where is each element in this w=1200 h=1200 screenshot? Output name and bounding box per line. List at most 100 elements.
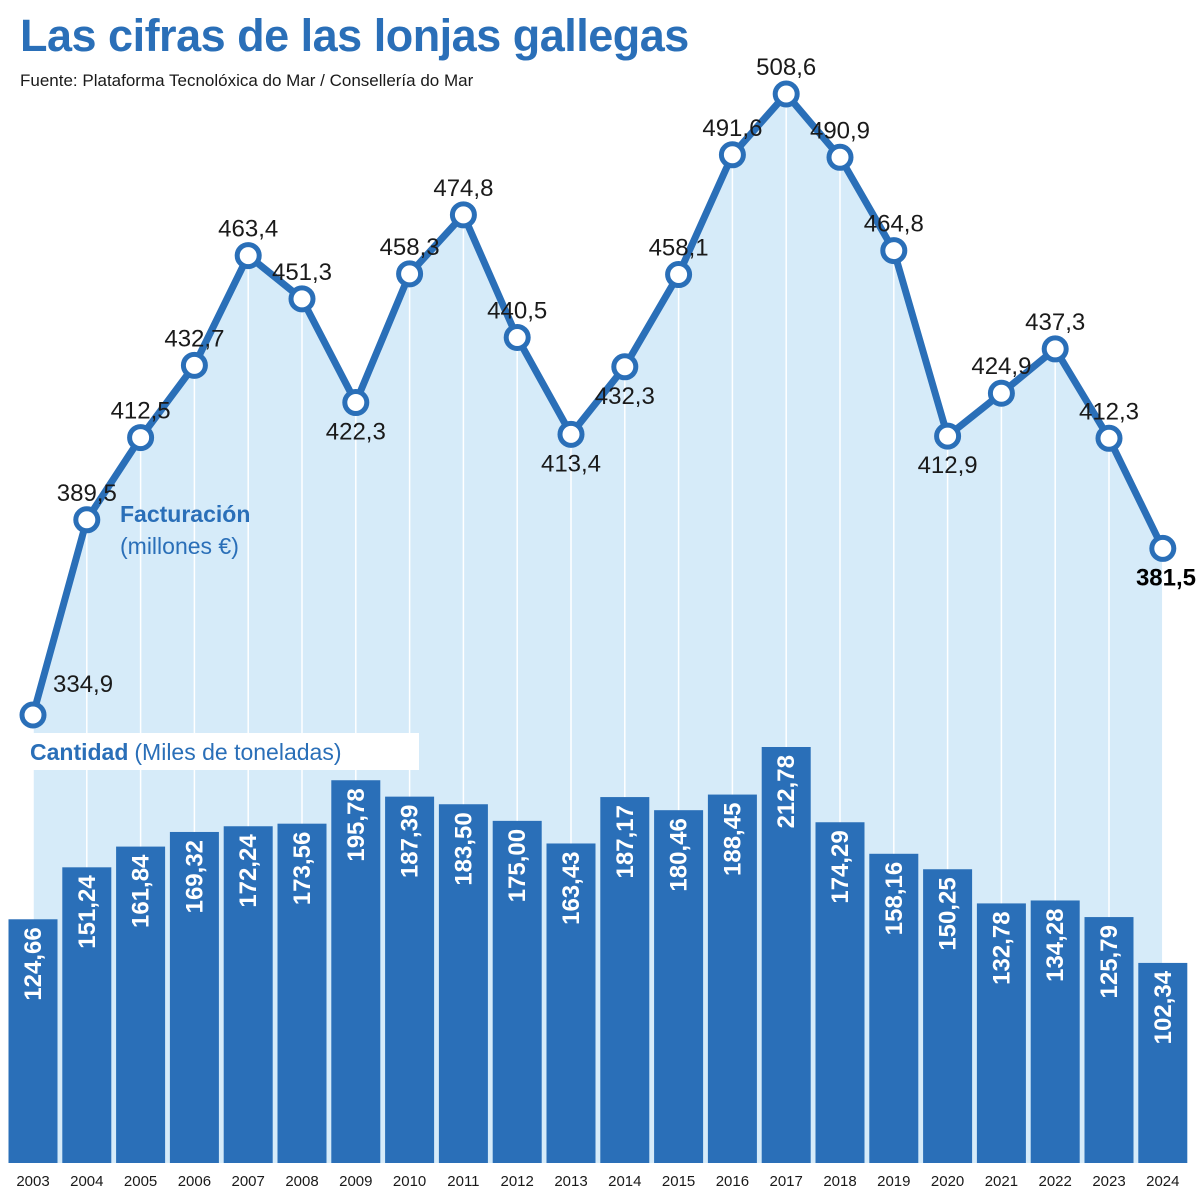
revenue-point — [73, 506, 101, 534]
revenue-point — [718, 141, 746, 169]
x-tick-label: 2023 — [1092, 1173, 1125, 1190]
quantity-bar-value-label: 132,78 — [988, 911, 1015, 984]
revenue-value-label: 508,6 — [756, 54, 816, 81]
quantity-legend-box — [22, 733, 419, 770]
x-tick-label: 2006 — [178, 1173, 211, 1190]
revenue-value-label: 490,9 — [810, 117, 870, 144]
x-axis: 2003 2004 2005 2006 2007 2008 2009 2010 2011 2012… — [16, 1173, 1179, 1190]
quantity-bar-value-label: 212,78 — [773, 755, 800, 828]
x-tick-label: 2010 — [393, 1173, 426, 1190]
revenue-point — [557, 420, 585, 448]
x-tick-label: 2013 — [554, 1173, 587, 1190]
revenue-value-label: 474,8 — [433, 175, 493, 202]
revenue-point — [934, 422, 962, 450]
quantity-bar-value-label: 180,46 — [666, 818, 693, 891]
quantity-bar-value-label: 195,78 — [343, 788, 370, 861]
revenue-value-labels: 334,9 389,5 412,5 432,7 463,4 451,3 422,3 458,3… — [53, 54, 1196, 698]
revenue-point — [503, 323, 531, 351]
revenue-line — [19, 80, 1177, 729]
revenue-series-unit: (millones €) — [120, 533, 239, 559]
revenue-point — [772, 80, 800, 108]
quantity-bar — [923, 869, 973, 1163]
quantity-bar-value-label: 187,39 — [397, 805, 424, 878]
x-tick-label: 2009 — [339, 1173, 372, 1190]
quantity-bar — [277, 823, 327, 1163]
revenue-value-label: 464,8 — [864, 211, 924, 238]
revenue-series-title: Facturación — [120, 501, 250, 527]
quantity-bar-value-label: 134,28 — [1042, 908, 1069, 981]
x-tick-label: 2022 — [1039, 1173, 1072, 1190]
x-tick-label: 2019 — [877, 1173, 910, 1190]
quantity-bar — [223, 826, 273, 1163]
quantity-bar — [815, 822, 865, 1163]
quantity-bar — [546, 843, 596, 1163]
quantity-bar-value-label: 183,50 — [450, 812, 477, 885]
revenue-point — [826, 143, 854, 171]
revenue-value-label: 412,9 — [918, 452, 978, 479]
x-tick-label: 2018 — [823, 1173, 856, 1190]
revenue-point — [665, 261, 693, 289]
quantity-bar-value-label: 151,24 — [74, 875, 101, 949]
revenue-value-label: 424,9 — [971, 353, 1031, 380]
chart-source: Fuente: Plataforma Tecnolóxica do Mar / … — [20, 71, 474, 90]
quantity-bar — [654, 810, 704, 1163]
quantity-bar — [761, 747, 811, 1163]
revenue-value-label: 413,4 — [541, 450, 601, 477]
revenue-value-label: 491,6 — [702, 115, 762, 142]
quantity-bar-value-label: 161,84 — [128, 854, 155, 928]
quantity-bar-value-label: 187,17 — [612, 805, 639, 878]
revenue-value-label: 334,9 — [53, 671, 113, 698]
quantity-bar-value-label: 150,25 — [935, 877, 962, 950]
x-tick-label: 2004 — [70, 1173, 103, 1190]
quantity-bar — [385, 796, 435, 1163]
x-tick-label: 2017 — [770, 1173, 803, 1190]
revenue-line-path — [29, 90, 1167, 719]
x-tick-label: 2007 — [232, 1173, 265, 1190]
quantity-bar — [116, 846, 166, 1163]
revenue-point — [180, 351, 208, 379]
revenue-point — [1041, 335, 1069, 363]
quantity-series-title: Cantidad — [30, 739, 128, 765]
revenue-point — [449, 201, 477, 229]
revenue-value-label: 432,3 — [595, 383, 655, 410]
revenue-value-label: 437,3 — [1025, 309, 1085, 336]
x-tick-label: 2021 — [985, 1173, 1018, 1190]
revenue-value-label: 422,3 — [326, 419, 386, 446]
revenue-point — [234, 242, 262, 270]
x-tick-label: 2015 — [662, 1173, 695, 1190]
quantity-series-legend: Cantidad (Miles de toneladas) — [30, 739, 342, 765]
quantity-bar — [492, 820, 542, 1163]
x-tick-label: 2012 — [501, 1173, 534, 1190]
x-tick-label: 2005 — [124, 1173, 157, 1190]
quantity-bar-value-label: 175,00 — [504, 829, 531, 902]
chart-title: Las cifras de las lonjas gallegas — [20, 10, 689, 61]
revenue-value-label: 458,1 — [649, 235, 709, 262]
x-tick-label: 2003 — [16, 1173, 49, 1190]
x-tick-label: 2011 — [447, 1173, 479, 1190]
revenue-value-label: 389,5 — [57, 480, 117, 507]
revenue-value-label: 463,4 — [218, 216, 278, 243]
revenue-value-label: 440,5 — [487, 297, 547, 324]
revenue-point — [288, 285, 316, 313]
quantity-bar-value-label: 124,66 — [20, 927, 47, 1000]
revenue-point — [611, 353, 639, 381]
revenue-value-label: 412,3 — [1079, 398, 1139, 425]
x-tick-label: 2016 — [716, 1173, 749, 1190]
revenue-point — [19, 701, 47, 729]
quantity-bar — [600, 797, 650, 1163]
quantity-bar — [438, 804, 488, 1163]
quantity-bars: 124,66 151,24 161,84 169,32 172,24 173,56 195,… — [8, 747, 1188, 1163]
quantity-bar-value-label: 158,16 — [881, 862, 908, 935]
revenue-value-label: 451,3 — [272, 259, 332, 286]
quantity-bar — [869, 853, 919, 1163]
quantity-bar-value-label: 174,29 — [827, 830, 854, 903]
revenue-value-label: 381,5 — [1136, 564, 1196, 591]
quantity-bar-value-label: 173,56 — [289, 832, 316, 905]
revenue-value-label: 412,5 — [111, 398, 171, 425]
revenue-point — [880, 237, 908, 265]
revenue-point — [342, 389, 370, 417]
x-tick-label: 2014 — [608, 1173, 641, 1190]
quantity-bar-value-label: 102,34 — [1150, 970, 1177, 1044]
quantity-bar — [976, 903, 1026, 1163]
x-tick-label: 2008 — [285, 1173, 318, 1190]
